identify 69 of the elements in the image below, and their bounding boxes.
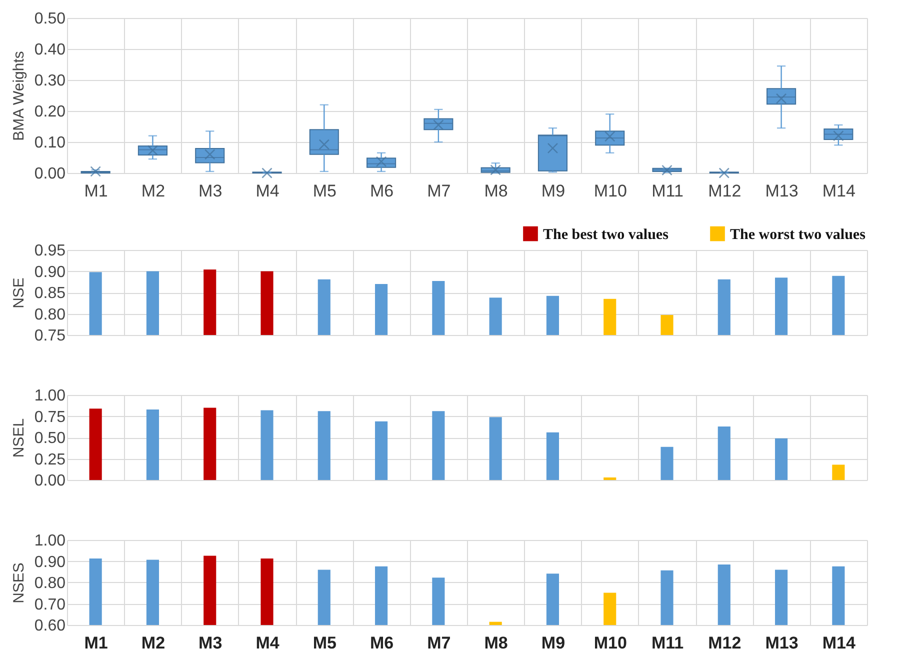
- x-tick-label: M14: [822, 634, 856, 652]
- x-tick-label: M9: [541, 634, 566, 652]
- y-tick-label: 0.25: [34, 451, 66, 468]
- x-tick-label: M10: [594, 182, 627, 200]
- y-axis-title: BMA Weights: [10, 51, 28, 141]
- y-tick-label: 0.80: [34, 575, 66, 592]
- y-tick-label: 0.50: [34, 430, 66, 447]
- bar: [375, 421, 388, 480]
- y-tick-label: 1.00: [34, 532, 66, 550]
- bar: [489, 417, 502, 480]
- x-tick-label: M14: [822, 182, 856, 200]
- y-axis-title: NSES: [10, 562, 28, 604]
- y-tick-label: 0.40: [34, 42, 66, 58]
- x-tick-label: M12: [708, 634, 742, 652]
- x-tick-label: M12: [708, 182, 742, 200]
- x-tick-label: M3: [198, 634, 222, 652]
- x-tick-label: M6: [370, 634, 394, 652]
- y-tick-label: 0.10: [34, 134, 66, 152]
- x-tick-label: M5: [312, 182, 336, 200]
- y-tick-label: 0.75: [34, 408, 66, 426]
- y-tick-label: 0.00: [34, 472, 66, 490]
- y-axis-title: NSEL: [10, 418, 28, 458]
- bar: [89, 408, 102, 480]
- x-tick-label: M11: [652, 182, 684, 200]
- y-tick-label: 0.00: [34, 166, 66, 182]
- x-tick-label: M4: [256, 634, 280, 652]
- y-axis-title: NSE: [10, 278, 28, 308]
- bar: [432, 411, 445, 480]
- bar: [604, 477, 616, 480]
- y-tick-label: 0.80: [34, 306, 66, 324]
- legend-label: The best two values: [543, 226, 669, 243]
- y-tick-label: 1.00: [34, 388, 66, 404]
- x-tick-label: M4: [256, 182, 280, 200]
- y-tick-label: 0.30: [34, 72, 66, 90]
- x-tick-label: M2: [141, 634, 166, 652]
- x-tick-label: M13: [765, 634, 798, 652]
- x-tick-label: M6: [370, 182, 394, 200]
- x-tick-label: M2: [141, 182, 166, 200]
- y-tick-label: 0.60: [34, 618, 66, 634]
- y-tick-label: 0.85: [34, 285, 66, 302]
- y-tick-label: 0.90: [34, 264, 66, 281]
- x-tick-label: M13: [765, 182, 798, 200]
- legend-label: The worst two values: [730, 226, 866, 243]
- x-tick-label: M3: [198, 182, 222, 200]
- x-tick-label: M7: [427, 182, 451, 200]
- x-tick-label: M8: [484, 182, 508, 200]
- bar: [318, 411, 330, 480]
- bar: [660, 446, 674, 480]
- bar: [546, 432, 559, 480]
- bar: [775, 438, 788, 480]
- y-tick-label: 0.70: [34, 596, 66, 614]
- bar: [204, 408, 216, 480]
- x-tick-label: M11: [651, 634, 684, 652]
- y-tick-label: 0.95: [34, 242, 66, 260]
- bar: [260, 410, 274, 480]
- x-tick-label: M1: [84, 182, 108, 200]
- x-tick-label: M8: [484, 634, 508, 652]
- bar: [146, 409, 159, 480]
- x-tick-label: M1: [84, 634, 108, 652]
- bar: [718, 426, 730, 480]
- y-tick-label: 0.50: [34, 10, 66, 28]
- x-tick-label: M9: [541, 182, 566, 200]
- y-tick-label: 0.75: [34, 328, 66, 344]
- y-tick-label: 0.20: [34, 104, 66, 120]
- x-tick-label: M10: [594, 634, 627, 652]
- x-tick-label: M7: [427, 634, 451, 652]
- x-tick-label: M5: [312, 634, 336, 652]
- bar: [832, 464, 845, 480]
- y-tick-label: 0.90: [34, 554, 66, 571]
